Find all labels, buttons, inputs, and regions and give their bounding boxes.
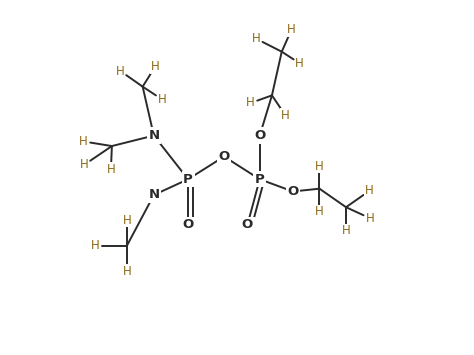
Text: H: H: [281, 109, 290, 122]
Text: H: H: [246, 97, 255, 109]
Text: H: H: [123, 214, 131, 226]
Text: H: H: [116, 65, 125, 78]
Text: O: O: [287, 185, 299, 198]
Text: H: H: [315, 160, 324, 173]
Text: O: O: [254, 129, 265, 142]
Text: H: H: [365, 212, 374, 225]
Text: H: H: [151, 60, 159, 73]
Text: H: H: [365, 185, 374, 197]
Text: H: H: [91, 239, 100, 252]
Text: H: H: [295, 57, 304, 70]
Text: O: O: [182, 218, 194, 231]
Text: H: H: [342, 224, 350, 237]
Text: P: P: [183, 173, 193, 186]
Text: H: H: [252, 32, 261, 45]
Text: P: P: [255, 173, 264, 186]
Text: H: H: [287, 23, 296, 36]
Text: H: H: [79, 135, 88, 148]
Text: O: O: [219, 150, 230, 163]
Text: H: H: [315, 205, 324, 218]
Text: N: N: [148, 129, 159, 142]
Text: O: O: [242, 218, 253, 231]
Text: N: N: [148, 189, 159, 202]
Text: H: H: [123, 264, 131, 278]
Text: H: H: [107, 163, 115, 176]
Text: H: H: [80, 158, 89, 171]
Text: H: H: [157, 93, 166, 106]
